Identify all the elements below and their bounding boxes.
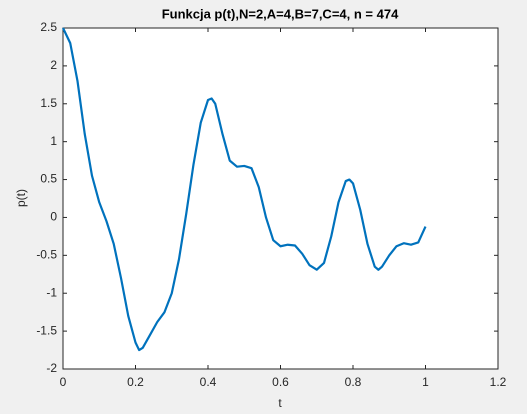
y-tick-label: 1.5 [40, 96, 57, 110]
axes-background [63, 28, 498, 369]
y-tick-label: -0.5 [36, 248, 57, 262]
y-tick-label: 2 [50, 58, 57, 72]
x-tick-label: 0 [60, 375, 67, 389]
y-tick-label: -2 [46, 361, 57, 375]
y-tick-label: -1 [46, 285, 57, 299]
y-tick-label: -1.5 [36, 323, 57, 337]
y-tick-label: 2.5 [40, 20, 57, 34]
y-axis-label: p(t) [14, 189, 28, 207]
line-series [62, 27, 427, 352]
x-axis-label: t [278, 396, 282, 410]
x-tick-label: 0.4 [200, 375, 217, 389]
x-tick-label: 1 [422, 375, 429, 389]
x-tick-label: 0.8 [345, 375, 362, 389]
chart-title: Funkcja p(t),N=2,A=4,B=7,C=4, n = 474 [162, 6, 399, 21]
x-tick-label: 1.2 [490, 375, 507, 389]
axes-box [62, 27, 499, 370]
x-tick-label: 0.6 [272, 375, 289, 389]
x-tick-label: 0.2 [127, 375, 144, 389]
y-tick-label: 0 [50, 210, 57, 224]
y-tick-label: 1 [50, 134, 57, 148]
y-tick-label: 0.5 [40, 172, 57, 186]
